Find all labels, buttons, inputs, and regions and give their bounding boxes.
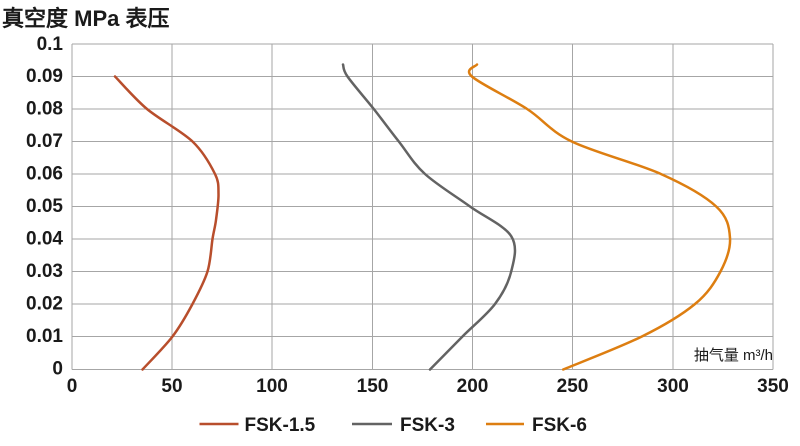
- svg-text:FSK-6: FSK-6: [532, 415, 587, 436]
- svg-text:FSK-1.5: FSK-1.5: [245, 415, 316, 436]
- svg-text:FSK-3: FSK-3: [400, 415, 455, 436]
